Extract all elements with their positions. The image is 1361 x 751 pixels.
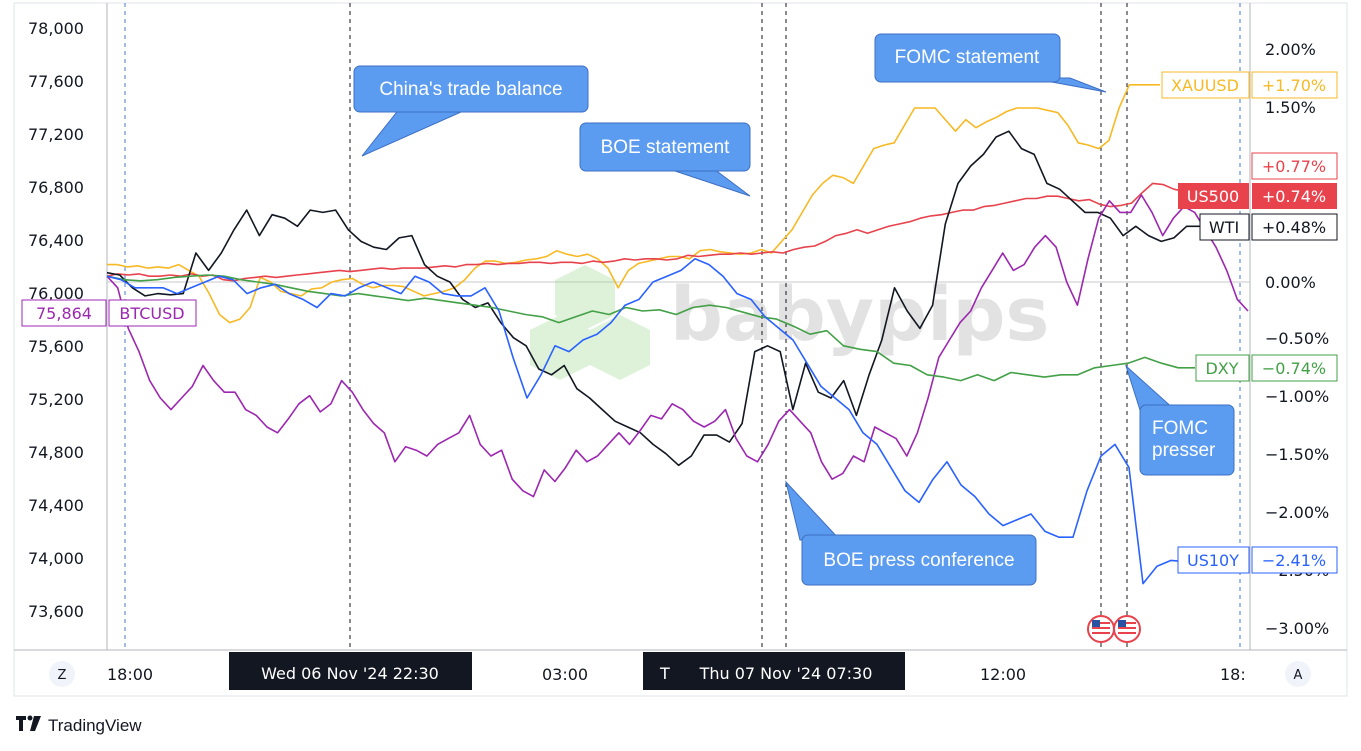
scale-mode-button-left[interactable]: Z	[49, 661, 75, 687]
series-line-wti	[106, 130, 1212, 467]
tag-wti-value: +0.48%	[1262, 218, 1326, 237]
tag-us10y-name: US10Y	[1187, 551, 1239, 570]
time-highlight-wed-label: Wed 06 Nov '24 22:30	[261, 664, 439, 683]
series-line-xauusd	[107, 84, 1160, 324]
tag-dxy-value: −0.74%	[1262, 359, 1326, 378]
tag-dxy-name: DXY	[1205, 359, 1238, 378]
tag-btc-price: 75,864	[21, 299, 107, 327]
callout-boe-presser-label: BOE press conference	[823, 550, 1014, 571]
tag-wti: WTI +0.48%	[1199, 213, 1338, 241]
tag-xauusd: XAUUSD +1.70%	[1161, 71, 1338, 99]
chart-frame	[13, 2, 1348, 697]
right-tick: 1.50%	[1265, 98, 1316, 117]
right-tick: −1.50%	[1265, 445, 1329, 464]
time-tick: 18:	[1220, 665, 1246, 684]
tag-xauusd-value: +1.70%	[1262, 76, 1326, 95]
series-line-us500	[106, 182, 1196, 282]
tradingview-logo-icon	[16, 716, 26, 731]
right-tick: −2.00%	[1265, 503, 1329, 522]
scale-mode-left-label: Z	[58, 668, 67, 683]
left-tick: 77,200	[28, 125, 84, 144]
left-tick: 73,600	[28, 602, 84, 621]
tag-us500-prev: +0.77%	[1251, 152, 1338, 180]
left-tick: 75,200	[28, 390, 84, 409]
time-highlight-wed	[229, 652, 472, 690]
left-tick: 77,600	[28, 72, 84, 91]
right-tick: −1.00%	[1265, 387, 1329, 406]
watermark-text: babypips	[670, 272, 1049, 358]
time-highlight-thu-label: Thu 07 Nov '24 07:30	[699, 664, 873, 683]
callout-fomc-presser-line2: presser	[1152, 440, 1216, 461]
right-tick: 2.00%	[1265, 40, 1316, 59]
right-tick: −3.00%	[1265, 619, 1329, 638]
right-tick: −0.50%	[1265, 329, 1329, 348]
callout-boe-presser[interactable]: BOE press conference	[785, 480, 1037, 586]
time-tick: 18:00	[107, 665, 153, 684]
tag-us10y-value: −2.41%	[1262, 551, 1326, 570]
scale-mode-right-label: A	[1294, 668, 1303, 683]
us-flag-icon[interactable]	[1087, 615, 1115, 643]
left-tick: 76,000	[28, 284, 84, 303]
tag-xauusd-name: XAUUSD	[1171, 76, 1239, 95]
left-tick: 74,400	[28, 496, 84, 515]
left-tick: 75,600	[28, 337, 84, 356]
event-lines	[124, 3, 1241, 650]
time-tick: 03:00	[542, 665, 588, 684]
tag-btc-price-value: 75,864	[36, 304, 92, 323]
tag-btcusd-name: BTCUSD	[119, 304, 184, 323]
tag-us500-value: +0.74%	[1262, 187, 1326, 206]
time-axis: 18:00 03:00 12:00 18: Wed 06 Nov '24 22:…	[107, 652, 1246, 690]
tag-dxy: DXY −0.74%	[1195, 354, 1338, 382]
time-highlight-t-label: T	[659, 664, 670, 683]
left-tick: 76,400	[28, 231, 84, 250]
left-tick: 74,000	[28, 549, 84, 568]
callout-fomc-presser[interactable]: FOMC presser	[1124, 364, 1235, 476]
callout-boe-statement-label: BOE statement	[601, 137, 731, 158]
tag-wti-name: WTI	[1209, 218, 1239, 237]
series-line-dxy	[106, 274, 1195, 382]
series-layer	[106, 84, 1249, 585]
tag-us500: US500 +0.74%	[1178, 183, 1337, 209]
tag-btcusd: BTCUSD	[108, 299, 197, 327]
left-tick: 76,800	[28, 178, 84, 197]
callout-china-label: China's trade balance	[379, 79, 562, 100]
tag-us10y: US10Y −2.41%	[1177, 546, 1338, 574]
callout-china[interactable]: China's trade balance	[353, 65, 589, 157]
tradingview-logo-text: TradingView	[48, 716, 142, 735]
left-axis-ticks: 78,000 77,600 77,200 76,800 76,400 76,00…	[28, 19, 84, 621]
scale-mode-button-right[interactable]: A	[1285, 661, 1311, 687]
series-line-btcusd	[106, 194, 1249, 498]
left-tick: 74,800	[28, 443, 84, 462]
series-line-us10y	[106, 257, 1186, 585]
tag-us500-name: US500	[1187, 187, 1239, 206]
time-tick: 12:00	[980, 665, 1026, 684]
callout-fomc-statement-label: FOMC statement	[895, 47, 1040, 68]
callout-fomc-statement[interactable]: FOMC statement	[874, 33, 1107, 93]
time-highlight-thu	[643, 652, 905, 690]
left-tick: 78,000	[28, 19, 84, 38]
callout-fomc-presser-line1: FOMC	[1152, 418, 1208, 439]
callout-boe-statement[interactable]: BOE statement	[579, 122, 751, 197]
us-flag-icon[interactable]	[1113, 615, 1141, 643]
tradingview-logo[interactable]: TradingView	[16, 715, 142, 736]
right-tick: 0.00%	[1265, 273, 1316, 292]
tag-us500-prev-value: +0.77%	[1262, 157, 1326, 176]
